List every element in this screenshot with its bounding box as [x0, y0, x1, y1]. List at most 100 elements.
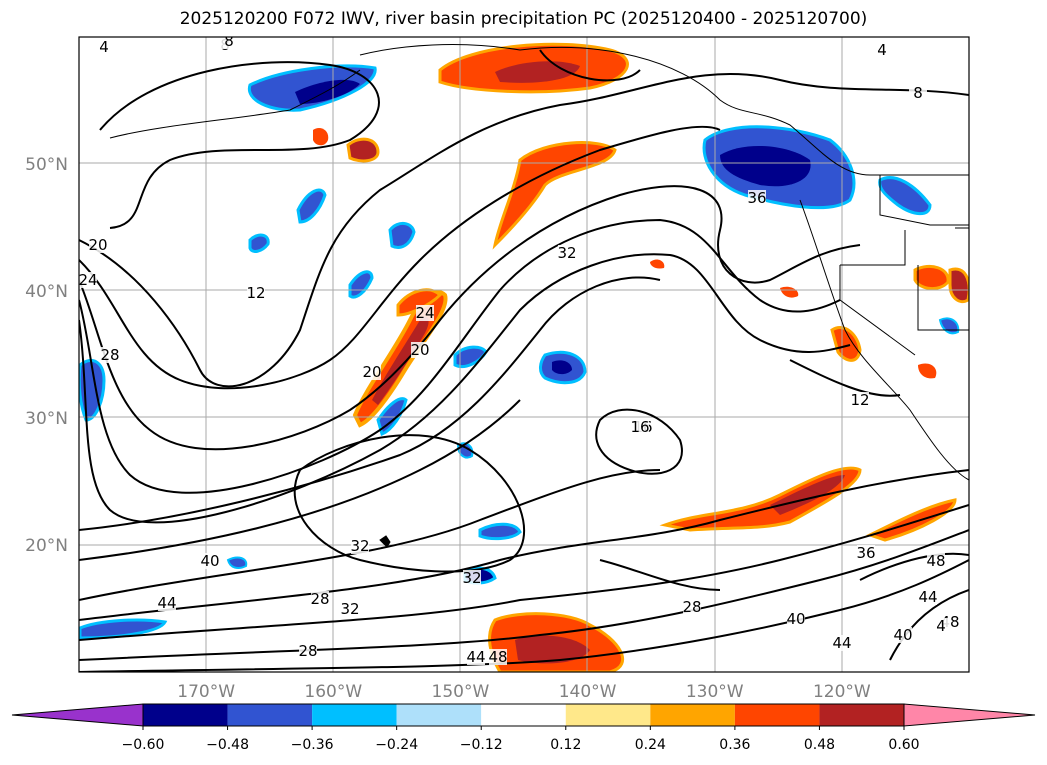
colorbar-tick-label: 0.36: [719, 737, 750, 753]
contour-label-bg: [894, 627, 912, 643]
contour-label-bg: [416, 305, 434, 321]
contour-label: 12: [850, 391, 869, 409]
contour-label-bg: [351, 538, 369, 554]
contour-label-bg: [201, 553, 219, 569]
colorbar-tick-label: 0.48: [804, 737, 835, 753]
contour-label: 32: [462, 569, 481, 587]
contour-label-bg: [363, 364, 381, 380]
contour-label: 32: [340, 600, 359, 618]
pc-negative-region: [226, 556, 248, 569]
pc-positive-core: [372, 316, 429, 405]
pc-negative-region: [296, 188, 327, 224]
pc-positive-region: [396, 288, 443, 317]
contour-label: 40: [786, 610, 805, 628]
pc-negative-region: [478, 522, 522, 541]
pc-positive-region: [918, 363, 937, 379]
colorbar-tick-label: −0.36: [291, 737, 334, 753]
contour-label: 20: [410, 341, 429, 359]
colorbar-segment: [396, 704, 482, 726]
pc-positive-region: [346, 137, 380, 163]
lon-tick-label: 160°W: [304, 682, 362, 702]
contour-label-bg: [89, 237, 107, 253]
contour-label-bg: [463, 570, 481, 586]
pc-positive-region: [313, 128, 329, 146]
pc-positive-region: [659, 466, 862, 532]
contour-label: 40: [893, 626, 912, 644]
colorbar-segment: [734, 704, 820, 726]
colorbar-tick-labels: −0.60 −0.48 −0.36 −0.24 −0.12 0.12 0.24 0.36 0.4…: [122, 726, 920, 753]
contour-label: 28: [310, 590, 329, 608]
contour-label-bg: [932, 618, 950, 634]
lon-tick-label: 140°W: [559, 682, 617, 702]
contour-label-bg: [683, 599, 701, 615]
contour-label-bg: [341, 601, 359, 617]
contour-label-bg: [101, 347, 119, 363]
contour-label: 24: [415, 304, 434, 322]
contour-label: 28: [682, 598, 701, 616]
colorbar-tick-label: 0.24: [635, 737, 666, 753]
contour-label-bg: [79, 272, 97, 288]
contour-label-bg: [467, 649, 485, 665]
contour-label: 28: [100, 346, 119, 364]
pc-positive-core: [515, 635, 590, 664]
contour-label: 8: [224, 32, 234, 50]
pc-positive-region: [780, 286, 799, 298]
contour-label-bg: [787, 611, 805, 627]
coastlines: [109, 44, 969, 548]
lon-tick-labels: 170°W 160°W 150°W 140°W 130°W 120°W: [177, 682, 871, 702]
contour-label: 8: [913, 84, 923, 102]
contour-label: 24: [78, 271, 97, 289]
contour-label-bg: [833, 635, 851, 651]
contour-label: 20: [88, 236, 107, 254]
lon-tick-label: 120°W: [813, 682, 871, 702]
colorbar-tick-label: 0.60: [888, 737, 919, 753]
contour-label-bg: [411, 342, 429, 358]
contour-label: 36: [747, 189, 766, 207]
contour-label-bg: [311, 591, 329, 607]
colorbar-segment: [481, 704, 566, 726]
contour-label: 44: [832, 634, 851, 652]
contour-label: 28: [298, 642, 317, 660]
colorbar: [11, 703, 1036, 727]
contour-label-bg: [220, 37, 238, 49]
contour-label-bg: [927, 553, 945, 569]
colorbar-outline: [142, 703, 905, 727]
contour-label: 4: [936, 617, 946, 635]
contour-label: 32: [557, 244, 576, 262]
contour-label: 4: [99, 38, 109, 56]
lat-tick-label: 40°N: [25, 282, 68, 302]
pc-positive-core: [770, 475, 845, 515]
contour-label-bg: [489, 649, 507, 665]
lon-tick-label: 130°W: [686, 682, 744, 702]
contour-label-bg: [748, 190, 766, 206]
contour-label-bg: [851, 392, 869, 408]
contour-label-bg: [919, 589, 937, 605]
map-frame: [78, 36, 970, 673]
pc-negative-core: [720, 145, 811, 187]
pc-negative-region: [388, 222, 416, 249]
pc-negative-core: [295, 79, 360, 104]
contour-label: 44: [918, 588, 937, 606]
colorbar-segment: [312, 704, 397, 726]
contour-label-bg: [158, 595, 176, 611]
lat-tick-label: 20°N: [25, 536, 68, 556]
contour-label-bg: [299, 643, 317, 659]
figure-title: 2025120200 F072 IWV, river basin precipi…: [179, 9, 868, 29]
contour-label-bg: [558, 245, 576, 261]
lat-tick-labels: 50°N 40°N 30°N 20°N: [25, 155, 68, 556]
contour-label: 4: [877, 41, 887, 59]
lon-tick-label: 150°W: [432, 682, 490, 702]
contour-label: 32: [350, 537, 369, 555]
colorbar-tick-label: −0.24: [375, 737, 418, 753]
colorbar-extend-max: [903, 703, 1036, 727]
pc-negative-region: [878, 176, 932, 216]
contour-label: 16: [630, 418, 649, 436]
contour-label: 48: [926, 552, 945, 570]
contour-label: 36: [856, 544, 875, 562]
pc-negative-region: [348, 270, 374, 299]
colorbar-segment: [143, 704, 228, 726]
pc-positive-region: [948, 267, 969, 304]
contour-label: 48: [488, 648, 507, 666]
